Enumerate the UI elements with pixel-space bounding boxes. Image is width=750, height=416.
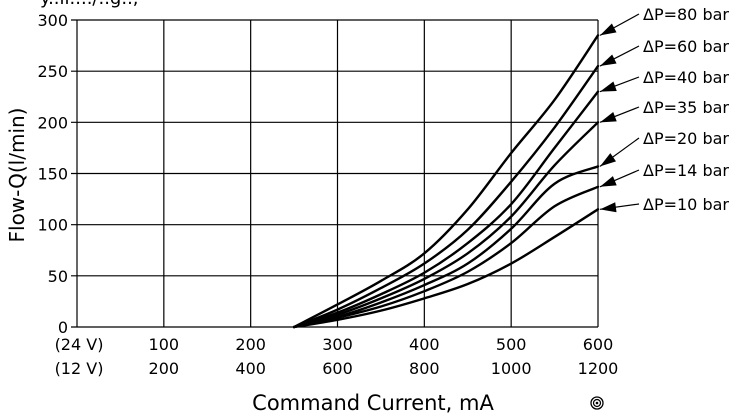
series-arrowhead	[600, 54, 617, 67]
x-tick-label-12v: 1000	[491, 359, 532, 378]
top-text-partial: y..ll..../..g..,	[40, 0, 139, 9]
y-tick-label: 100	[37, 216, 68, 235]
y-tick-label: 200	[37, 113, 68, 132]
series-label: ΔP=35 bar	[643, 98, 729, 117]
x-tick-label-12v: 400	[235, 359, 266, 378]
series-label: ΔP=80 bar	[643, 5, 729, 24]
series-line	[292, 208, 600, 329]
series-label: ΔP=14 bar	[643, 161, 729, 180]
x-tick-label-24v: 600	[583, 335, 614, 354]
x-tick-label-12v: 1200	[578, 359, 619, 378]
series-line	[292, 64, 600, 329]
x-tick-label-24v: 400	[409, 335, 440, 354]
x-tick-labels: (24 V) (12 V) 100 200 200 400 300 600 400 800 500 1…	[55, 335, 619, 378]
series-line	[292, 185, 600, 329]
series-arrowhead	[600, 176, 617, 187]
x-tick-label-12v: (12 V)	[55, 359, 104, 378]
series-label: ΔP=10 bar	[643, 195, 729, 214]
series-arrowhead	[600, 112, 617, 123]
x-tick-label-24v: (24 V)	[55, 335, 104, 354]
y-tick-label: 50	[48, 267, 68, 286]
series-arrowhead	[600, 202, 617, 213]
series-arrowhead	[600, 153, 617, 167]
series-labels: ΔP=80 bar ΔP=60 bar ΔP=40 bar ΔP=35 bar ΔP=2…	[599, 5, 729, 214]
series-line	[292, 90, 600, 329]
y-tick-label: 150	[37, 165, 68, 184]
series-line	[292, 34, 600, 329]
x-tick-label-12v: 200	[149, 359, 180, 378]
x-tick-label-24v: 300	[322, 335, 353, 354]
series-label: ΔP=60 bar	[643, 37, 729, 56]
series-lines	[292, 34, 600, 329]
y-axis-title: Flow-Q(l/min)	[5, 108, 29, 243]
x-tick-label-24v: 100	[149, 335, 180, 354]
y-tick-label: 250	[37, 62, 68, 81]
target-icon	[590, 396, 604, 410]
x-tick-label-12v: 600	[322, 359, 353, 378]
series-arrowhead	[600, 81, 617, 92]
series-label: ΔP=40 bar	[643, 68, 729, 87]
series-arrowhead	[600, 23, 617, 36]
x-tick-label-24v: 500	[496, 335, 527, 354]
x-tick-label-24v: 200	[235, 335, 266, 354]
series-label: ΔP=20 bar	[643, 129, 729, 148]
series-line	[292, 121, 600, 329]
grid	[71, 19, 599, 328]
x-tick-label-12v: 800	[409, 359, 440, 378]
x-axis-title: Command Current, mA	[252, 391, 494, 415]
y-tick-label: 0	[58, 318, 68, 337]
y-tick-labels: 0 50 100 150 200 250 300	[37, 11, 68, 337]
y-tick-label: 300	[37, 11, 68, 30]
